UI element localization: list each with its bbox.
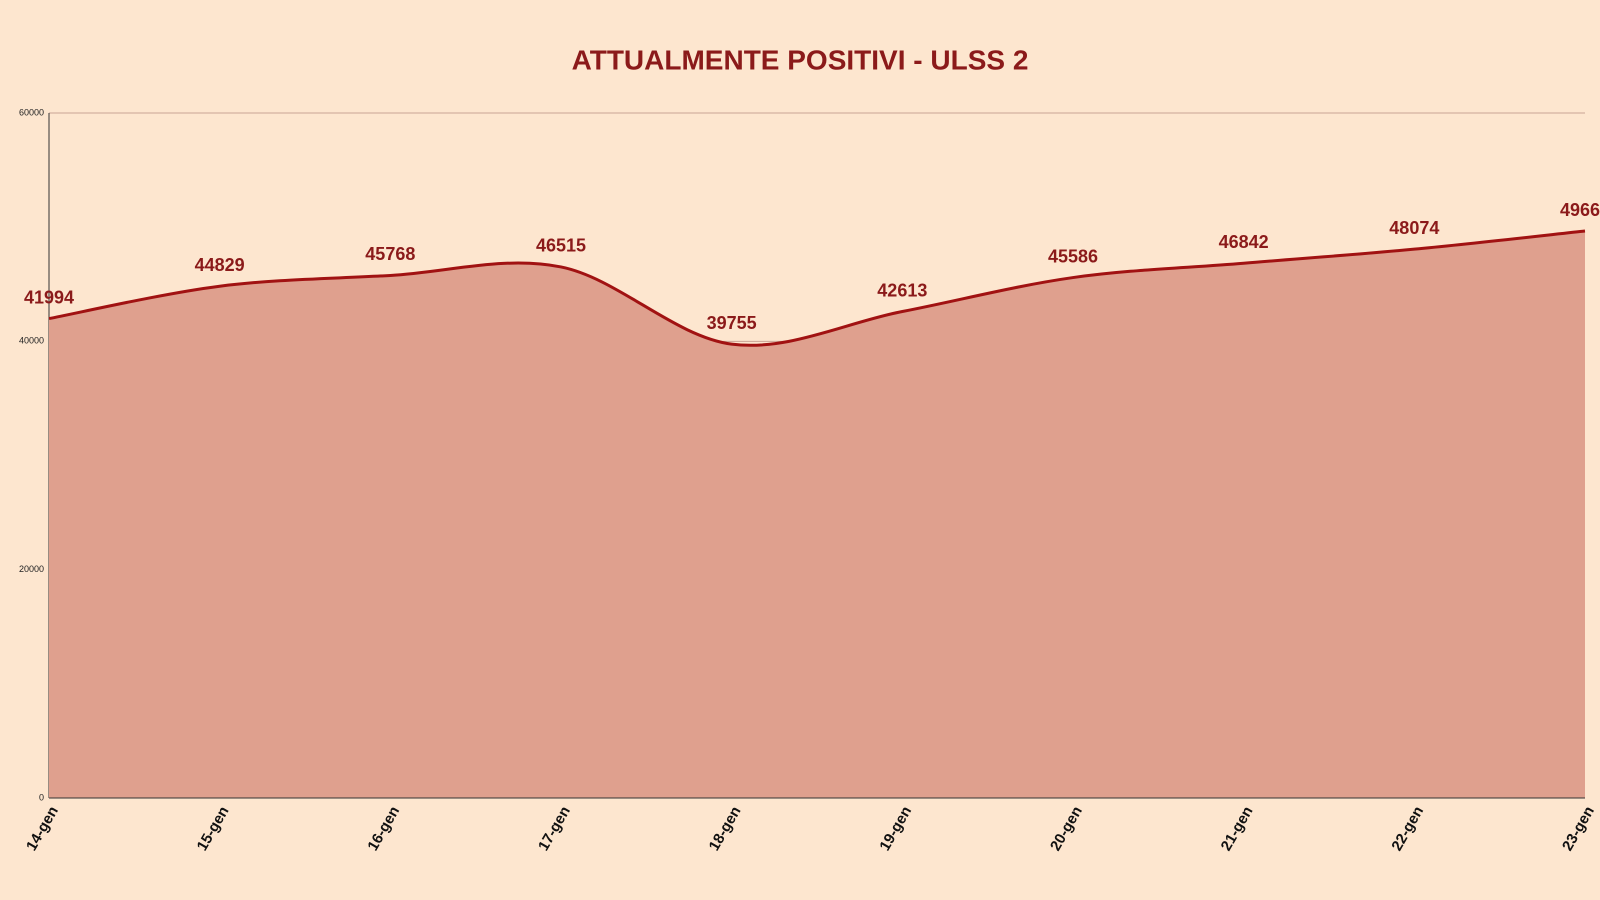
y-tick-label: 40000 xyxy=(19,336,44,346)
area xyxy=(49,231,1585,798)
data-label: 49660 xyxy=(1560,200,1600,220)
y-tick-label: 20000 xyxy=(19,564,44,574)
data-label: 48074 xyxy=(1389,218,1439,238)
data-label: 44829 xyxy=(195,255,245,275)
y-tick-label: 0 xyxy=(39,792,44,802)
line xyxy=(48,229,1586,347)
data-label: 46842 xyxy=(1219,232,1269,252)
data-label: 46515 xyxy=(536,236,586,256)
data-label: 41994 xyxy=(24,287,74,307)
chart-title: ATTUALMENTE POSITIVI - ULSS 2 xyxy=(572,44,1029,75)
data-label: 45768 xyxy=(365,244,415,264)
data-label: 45586 xyxy=(1048,246,1098,266)
data-label: 39755 xyxy=(707,313,757,333)
data-label: 42613 xyxy=(877,280,927,300)
y-tick-label: 60000 xyxy=(19,107,44,117)
